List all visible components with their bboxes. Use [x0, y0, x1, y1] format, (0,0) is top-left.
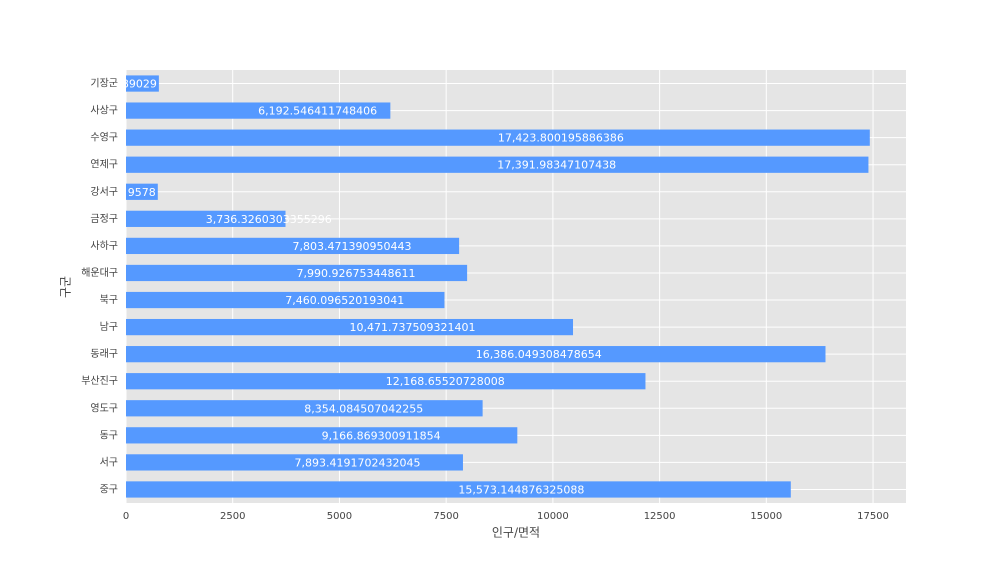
bar	[126, 427, 518, 444]
x-tick-label: 17500	[857, 511, 889, 522]
value-label: 3,736.3260303355296	[206, 213, 332, 226]
bar	[126, 156, 869, 173]
y-tick-label: 서구	[100, 456, 118, 468]
x-tick-label: 2500	[220, 511, 245, 522]
x-tick-label: 7500	[433, 511, 458, 522]
bar	[126, 264, 468, 282]
value-label: 7,990.926753448611	[297, 267, 416, 280]
value-label: 8,354.084507042255	[304, 402, 423, 415]
bar	[126, 481, 791, 498]
y-tick-label: 북구	[100, 294, 118, 306]
value-label: 7,460.096520193041	[285, 294, 404, 307]
bar	[126, 400, 483, 417]
bar	[126, 183, 158, 200]
bar	[126, 291, 445, 309]
value-label: 9578	[128, 186, 156, 199]
x-tick-label: 5000	[327, 511, 352, 522]
value-label: 7,893.4191702432045	[294, 456, 420, 469]
x-tick-label: 0	[123, 511, 129, 522]
bar	[126, 102, 391, 119]
value-label: 10,471.737509321401	[350, 321, 476, 334]
y-tick-label: 금정구	[90, 213, 118, 225]
x-tick-label: 12500	[644, 511, 676, 522]
value-label: 7,803.471390950443	[293, 240, 412, 253]
bar	[126, 210, 286, 227]
y-tick-label: 동구	[100, 429, 118, 441]
bar	[126, 454, 463, 471]
y-tick-label: 남구	[100, 321, 118, 333]
x-axis-title: 인구/면적	[492, 526, 540, 540]
y-tick-label: 해운대구	[81, 266, 118, 279]
value-label: 17,391.98347107438	[497, 159, 616, 172]
y-tick-label: 사상구	[90, 105, 118, 117]
value-label: 6,192.546411748406	[258, 105, 377, 118]
value-label: 15,573.144876325088	[458, 483, 584, 496]
y-tick-label: 연제구	[90, 159, 118, 171]
y-tick-label: 수영구	[90, 132, 118, 144]
value-label: 17,423.800195886386	[498, 132, 624, 145]
x-tick-label: 15000	[750, 511, 782, 522]
bar	[126, 318, 574, 336]
bar	[126, 346, 826, 363]
value-label: 9,166.869300911854	[322, 429, 441, 442]
y-tick-label: 영도구	[90, 402, 118, 414]
y-tick-label: 강서구	[90, 186, 118, 198]
y-tick-label: 중구	[100, 483, 118, 495]
bar	[126, 75, 159, 92]
value-label: 89029	[122, 78, 157, 91]
bar	[126, 237, 460, 255]
value-label: 12,168.65520728008	[386, 375, 505, 388]
y-tick-label: 부산진구	[81, 375, 118, 387]
y-tick-label: 사하구	[90, 239, 118, 252]
bar	[126, 373, 646, 390]
y-tick-label: 기장군	[90, 78, 118, 90]
y-axis-title: 구군	[59, 276, 73, 298]
bar	[126, 129, 870, 146]
x-tick-label: 10000	[537, 511, 569, 522]
y-tick-label: 동래구	[90, 348, 118, 360]
value-label: 16,386.049308478654	[476, 348, 602, 361]
